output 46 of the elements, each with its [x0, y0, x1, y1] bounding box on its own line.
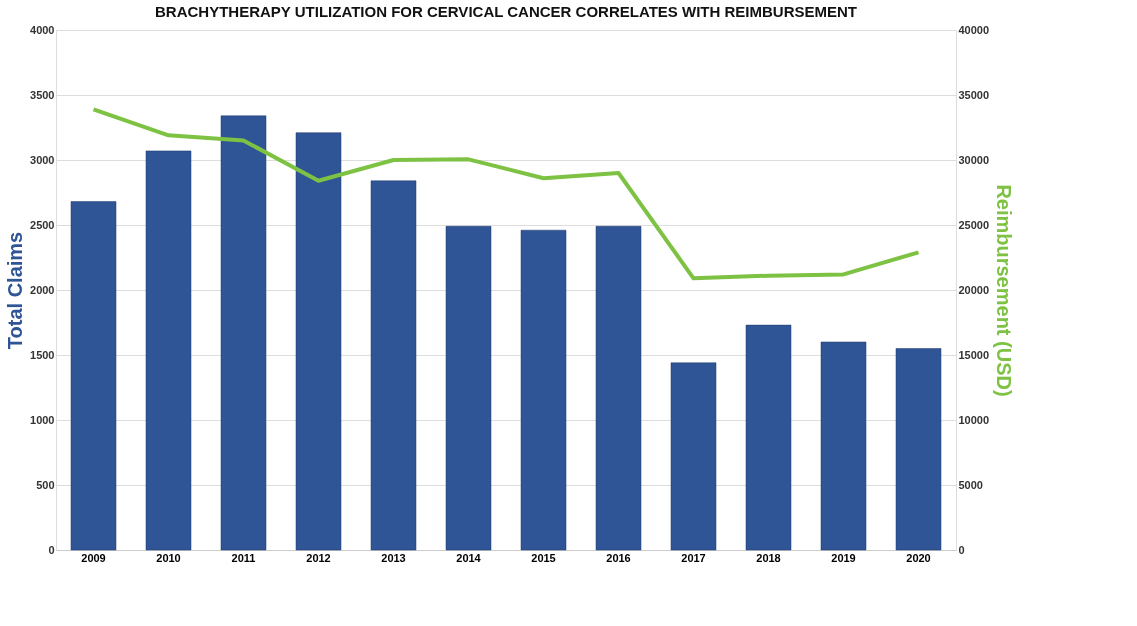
x-tick-label: 2014: [456, 551, 482, 564]
x-tick-label: 2020: [906, 551, 931, 564]
bar: [70, 201, 117, 551]
y2-axis-title: Reimbursement (USD): [993, 184, 1016, 397]
y2-tick-label: 30000: [958, 153, 990, 166]
x-tick-label: 2010: [156, 551, 181, 564]
x-tick-label: 2009: [81, 551, 106, 564]
bar: [295, 132, 342, 551]
bar: [145, 150, 192, 551]
bar: [445, 226, 492, 551]
bar: [370, 180, 417, 551]
y2-tick-label: 35000: [958, 88, 990, 101]
y-tick-label: 500: [36, 478, 55, 491]
y2-tick-label: 40000: [958, 23, 990, 36]
chart-title: BRACHYTHERAPY UTILIZATION FOR CERVICAL CANCER CORRELATES WITH REIMBURSEMENT: [155, 3, 857, 20]
y2-tick-label: 25000: [958, 218, 990, 231]
bar: [745, 324, 792, 551]
y-axis-title: Total Claims: [4, 231, 27, 350]
bar: [595, 226, 642, 551]
y2-tick-label: 0: [958, 543, 965, 556]
x-tick-label: 2012: [306, 551, 331, 564]
y-tick-label: 3000: [30, 153, 55, 166]
x-tick-label: 2016: [606, 551, 631, 564]
y-tick-label: 1500: [30, 348, 55, 361]
bar: [670, 362, 717, 551]
bar: [895, 348, 942, 551]
x-tick-label: 2019: [831, 551, 856, 564]
x-tick-label: 2015: [531, 551, 556, 564]
y-tick-label: 2000: [30, 283, 55, 296]
y-tick-label: 0: [48, 543, 55, 556]
y-tick-label: 4000: [30, 23, 55, 36]
x-tick-label: 2011: [231, 551, 256, 564]
bar: [820, 341, 867, 551]
bar: [220, 115, 267, 551]
line-series: [91, 107, 921, 281]
y2-tick-label: 10000: [958, 413, 990, 426]
x-tick-label: 2013: [381, 551, 406, 564]
y2-tick-label: 5000: [958, 478, 983, 491]
y2-tick-label: 15000: [958, 348, 990, 361]
x-tick-label: 2018: [756, 551, 781, 564]
y2-tick-label: 20000: [958, 283, 990, 296]
bar: [520, 229, 567, 551]
x-tick-label: 2017: [681, 551, 706, 564]
y-tick-label: 2500: [30, 218, 55, 231]
y-tick-label: 1000: [30, 413, 55, 426]
y-tick-label: 3500: [30, 88, 55, 101]
